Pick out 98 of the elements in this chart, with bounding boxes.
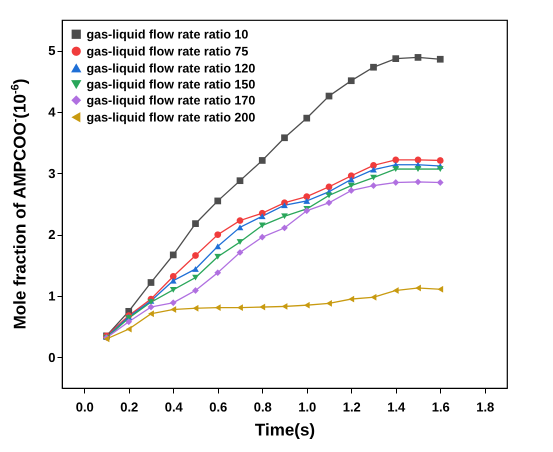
point	[148, 279, 154, 286]
point	[236, 224, 244, 230]
point	[326, 199, 332, 206]
x-tick-label: 0.2	[120, 400, 138, 414]
point	[214, 254, 222, 260]
point	[370, 64, 377, 71]
point	[192, 252, 199, 259]
point	[303, 198, 310, 204]
y-tick-label: 5	[48, 43, 56, 58]
point	[170, 252, 177, 258]
point	[370, 162, 377, 169]
point	[192, 266, 199, 272]
point	[170, 299, 177, 306]
point	[414, 166, 422, 172]
x-tick-label: 0.4	[164, 400, 184, 414]
point	[148, 304, 154, 310]
point	[214, 243, 222, 250]
point	[170, 278, 177, 284]
y-tick-label: 0	[48, 350, 56, 365]
point	[281, 224, 288, 232]
legend-label: gas-liquid flow rate ratio 170	[86, 93, 256, 108]
point	[414, 178, 422, 186]
point	[392, 166, 400, 172]
point	[392, 179, 400, 186]
point	[326, 300, 332, 307]
point	[436, 166, 444, 172]
point	[258, 157, 266, 164]
point	[258, 234, 266, 240]
point	[437, 286, 444, 293]
legend-label: gas-liquid flow rate ratio 75	[86, 44, 248, 58]
point	[236, 249, 244, 256]
point	[170, 286, 177, 293]
point	[258, 213, 266, 220]
point	[415, 284, 421, 292]
point	[436, 179, 444, 186]
point	[414, 156, 422, 164]
point	[281, 202, 288, 208]
y-tick-label: 1	[48, 288, 56, 304]
point	[237, 304, 243, 312]
point	[303, 207, 310, 214]
x-tick-label: 1.0	[298, 400, 316, 414]
point	[214, 304, 221, 312]
point	[236, 177, 244, 184]
x-tick-label: 1.4	[387, 400, 406, 414]
point	[192, 274, 199, 281]
point	[392, 55, 400, 62]
point	[259, 304, 266, 310]
point	[126, 326, 132, 332]
x-tick-label: 1.6	[432, 400, 450, 414]
x-tick-label: 1.8	[476, 400, 494, 414]
point	[436, 157, 444, 164]
x-tick-label: 0.0	[76, 400, 94, 414]
point	[370, 294, 376, 301]
point	[170, 273, 177, 280]
x-tick-label: 0.6	[209, 400, 228, 414]
y-tick-label: 2	[48, 227, 56, 242]
x-tick-label: 0.8	[254, 400, 272, 414]
point	[192, 287, 199, 294]
legend-label: gas-liquid flow rate ratio 120	[86, 61, 256, 76]
point	[348, 187, 355, 194]
x-axis-title: Time(s)	[254, 420, 316, 440]
point	[281, 213, 288, 220]
point	[214, 269, 222, 276]
point	[148, 310, 154, 318]
point	[348, 296, 354, 302]
point	[303, 193, 310, 200]
point	[236, 217, 244, 224]
point	[192, 304, 198, 312]
point	[214, 198, 222, 204]
point	[214, 231, 222, 238]
point	[236, 239, 244, 245]
y-tick-label: 3	[48, 166, 56, 181]
point	[370, 174, 377, 181]
point	[304, 302, 310, 309]
x-tick-label: 1.2	[342, 400, 361, 414]
point	[282, 303, 288, 310]
point	[392, 156, 400, 164]
legend-label: gas-liquid flow rate ratio 150	[86, 77, 256, 92]
point	[348, 77, 355, 84]
point	[392, 287, 399, 294]
legend-label: gas-liquid flow rate ratio 10	[86, 27, 248, 42]
point	[258, 222, 266, 228]
point	[303, 114, 310, 122]
point	[326, 183, 332, 190]
point	[326, 192, 332, 198]
point	[370, 182, 377, 189]
point	[348, 176, 355, 182]
point	[414, 54, 422, 61]
legend-label: gas-liquid flow rate ratio 200	[86, 110, 256, 124]
point	[326, 92, 332, 100]
point	[370, 166, 377, 173]
y-tick-label: 4	[48, 104, 56, 120]
point	[281, 134, 288, 142]
point	[170, 306, 176, 313]
point	[436, 56, 444, 63]
point	[192, 220, 199, 227]
point	[125, 318, 132, 326]
point	[348, 182, 355, 189]
